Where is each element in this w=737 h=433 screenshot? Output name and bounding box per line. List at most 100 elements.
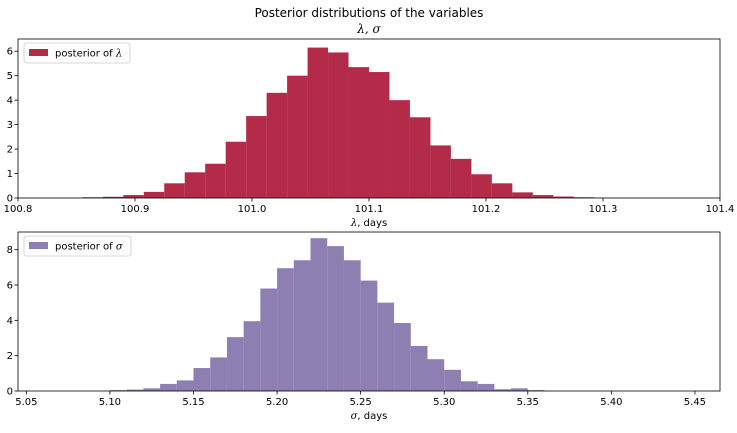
sigma-histogram-bar (377, 302, 395, 391)
sigma-legend-label: posterior of σ (55, 242, 124, 253)
lambda-histogram-bar (307, 47, 329, 198)
sigma-histogram-bar (310, 238, 328, 391)
lambda-legend-symbol: λ (115, 49, 122, 60)
sigma-legend-symbol: σ (116, 242, 124, 253)
lambda-histogram-bar (266, 92, 288, 198)
lambda-y-tick-label: 1 (7, 169, 13, 180)
lambda-histogram-bar (491, 183, 513, 198)
sigma-histogram-bar (226, 337, 244, 391)
sigma-histogram-bar (327, 246, 344, 391)
lambda-histogram-bar (450, 158, 472, 198)
lambda-histogram-bar (512, 192, 533, 198)
lambda-histogram-panel: 100.8 100.9 101.0 101.1 101.2 101.3 101.4 0 1 2 3 4… (4, 38, 735, 229)
sigma-y-tick-label: 0 (7, 387, 13, 398)
lambda-histogram-bar (328, 52, 349, 199)
sigma-bars (109, 238, 545, 391)
lambda-y-tick-label: 5 (7, 71, 13, 82)
lambda-x-tick-label: 101.4 (706, 204, 735, 215)
lambda-legend-text: posterior of (55, 49, 116, 60)
lambda-histogram-bar (225, 141, 247, 198)
lambda-x-axis-symbol: λ (350, 218, 357, 229)
lambda-x-axis-label: λ, days (350, 218, 387, 229)
lambda-x-tick-label: 101.0 (238, 204, 267, 215)
sigma-y-tick-label: 4 (7, 316, 13, 327)
lambda-histogram-bar (532, 195, 554, 198)
sigma-histogram-bar (160, 383, 177, 391)
lambda-x-tick-label: 100.9 (121, 204, 150, 215)
sigma-histogram-bar (460, 381, 478, 391)
lambda-histogram-bar (553, 196, 574, 198)
lambda-histogram-bar (471, 174, 492, 198)
sigma-histogram-bar (444, 369, 461, 391)
lambda-x-tick-label: 100.8 (4, 204, 33, 215)
figure-title: Posterior distributions of the variables (255, 6, 484, 20)
sigma-x-tick-label: 5.45 (684, 397, 706, 408)
sigma-histogram-bar (243, 321, 261, 391)
sigma-x-tick-label: 5.35 (517, 397, 539, 408)
figure-subtitle: λ, σ (356, 22, 381, 36)
sigma-histogram-bar (109, 390, 127, 391)
sigma-histogram-bar (494, 389, 512, 391)
sigma-x-tick-label: 5.05 (15, 397, 37, 408)
sigma-histogram-bar (260, 288, 278, 391)
lambda-legend-box (23, 42, 131, 64)
sigma-histogram-bar (176, 380, 194, 391)
sigma-x-tick-label: 5.25 (350, 397, 372, 408)
sigma-legend: posterior of σ (23, 235, 132, 257)
sigma-legend-swatch (29, 242, 48, 249)
sigma-x-axis-units: , days (357, 411, 387, 422)
lambda-histogram-bar (348, 67, 369, 198)
sigma-histogram-bar (527, 390, 545, 391)
sigma-histogram-bar (477, 383, 495, 391)
sigma-x-tick-label: 5.10 (99, 397, 121, 408)
sigma-histogram-bar (343, 260, 361, 391)
lambda-histogram-bar (102, 196, 124, 198)
sigma-legend-box (23, 235, 132, 257)
lambda-histogram-bar (123, 195, 144, 198)
sigma-histogram-bar (360, 280, 378, 391)
lambda-y-tick-label: 0 (7, 194, 13, 205)
sigma-histogram-bar (210, 357, 227, 391)
sigma-y-tick-label: 8 (7, 245, 13, 256)
sigma-histogram-bar (143, 388, 161, 391)
lambda-x-tick-label: 101.1 (355, 204, 384, 215)
lambda-y-tick-label: 4 (7, 96, 13, 107)
lambda-y-tick-label: 2 (7, 145, 13, 156)
sigma-histogram-bar (126, 389, 144, 391)
sigma-x-axis-symbol: σ (351, 411, 359, 422)
sigma-x-tick-label: 5.15 (182, 397, 204, 408)
lambda-histogram-bar (369, 72, 390, 198)
sigma-x-tick-label: 5.20 (266, 397, 288, 408)
lambda-y-tick-label: 6 (7, 47, 13, 58)
sigma-axes-frame (17, 231, 721, 392)
lambda-legend-label: posterior of λ (55, 49, 122, 60)
sigma-histogram-bar (193, 368, 211, 391)
lambda-legend: posterior of λ (23, 42, 131, 64)
sigma-histogram-bar (293, 260, 311, 391)
lambda-histogram-bar (205, 163, 226, 198)
sigma-x-axis-label: σ, days (351, 411, 388, 422)
lambda-histogram-bar (143, 191, 165, 198)
sigma-histogram-bar (394, 322, 411, 391)
lambda-x-tick-label: 101.3 (589, 204, 618, 215)
sigma-histogram-bar (511, 388, 528, 391)
lambda-histogram-bar (389, 100, 410, 198)
lambda-y-tick-label: 3 (7, 120, 13, 131)
sigma-histogram-bar (427, 359, 445, 391)
sigma-y-tick-label: 6 (7, 281, 13, 292)
lambda-histogram-bar (409, 117, 431, 198)
lambda-histogram-bar (430, 145, 451, 198)
sigma-x-tick-label: 5.40 (600, 397, 622, 408)
lambda-legend-swatch (29, 49, 48, 56)
lambda-x-tick-label: 101.2 (472, 204, 501, 215)
lambda-x-axis-units: , days (357, 218, 387, 229)
lambda-bars (82, 47, 595, 199)
sigma-y-tick-label: 2 (7, 351, 13, 362)
lambda-histogram-bar (246, 116, 267, 198)
sigma-x-tick-label: 5.30 (433, 397, 455, 408)
lambda-histogram-bar (164, 183, 185, 198)
lambda-histogram-bar (287, 75, 308, 198)
lambda-histogram-bar (184, 172, 206, 198)
sigma-histogram-bar (277, 268, 294, 391)
